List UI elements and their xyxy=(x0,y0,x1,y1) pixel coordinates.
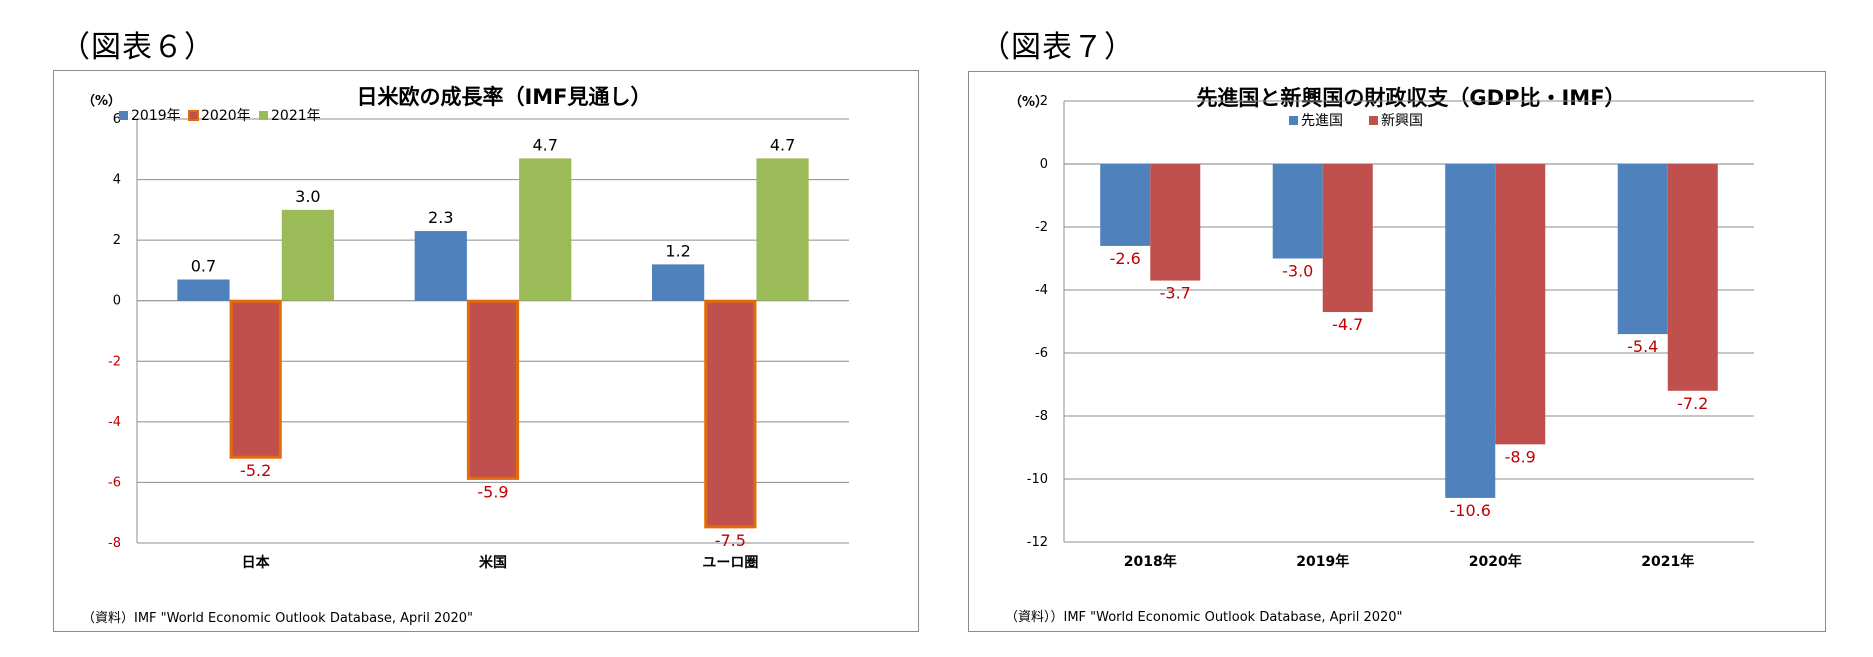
chart-title: 先進国と新興国の財政収支（GDP比・IMF） xyxy=(1196,86,1625,110)
data-label: 1.2 xyxy=(665,241,690,260)
category-label: 2021年 xyxy=(1641,553,1694,570)
growth-rate-chart-svg: 日米欧の成長率（IMF見通し） （%） （資料）IMF "World Econo… xyxy=(82,85,849,626)
data-label: -5.4 xyxy=(1627,337,1658,356)
y-tick-label: -2 xyxy=(108,354,121,369)
legend-swatch xyxy=(259,111,268,120)
data-label: -8.9 xyxy=(1505,447,1536,466)
y-tick-label: -6 xyxy=(1035,346,1048,361)
category-label: ユーロ圏 xyxy=(702,555,758,571)
data-label: -2.6 xyxy=(1110,249,1141,268)
data-label: -3.0 xyxy=(1282,262,1313,281)
legend-label: 2021年 xyxy=(271,108,321,124)
y-tick-label: -10 xyxy=(1027,472,1048,487)
bar xyxy=(1150,164,1201,281)
bar xyxy=(466,299,520,480)
bar xyxy=(1667,164,1718,391)
category-label: 米国 xyxy=(479,554,507,571)
bar xyxy=(704,299,757,529)
fiscal-balance-chart-svg: 先進国と新興国の財政収支（GDP比・IMF） （%） （資料））IMF "Wor… xyxy=(1005,86,1754,625)
figure-7-caption: （図表７） xyxy=(980,30,1135,65)
bar xyxy=(756,158,809,301)
legend-swatch xyxy=(188,110,199,121)
source-note: （資料）IMF "World Economic Outlook Database… xyxy=(82,611,473,626)
growth-rate-chart: 日米欧の成長率（IMF見通し） （%） （資料）IMF "World Econo… xyxy=(53,70,919,632)
data-label: 4.7 xyxy=(770,135,795,154)
bar xyxy=(1322,164,1373,313)
data-label: -7.2 xyxy=(1677,394,1708,413)
data-label: 2.3 xyxy=(428,208,453,227)
bar xyxy=(519,158,572,301)
legend-swatch xyxy=(1289,116,1298,125)
fiscal-balance-chart: 先進国と新興国の財政収支（GDP比・IMF） （%） （資料））IMF "Wor… xyxy=(968,71,1826,632)
data-label: 4.7 xyxy=(532,135,557,154)
chart-title: 日米欧の成長率（IMF見通し） xyxy=(356,85,651,109)
data-label: -5.2 xyxy=(240,461,271,480)
bar xyxy=(1272,164,1323,259)
legend-label: 先進国 xyxy=(1301,113,1343,129)
bar xyxy=(652,264,705,301)
y-tick-label: -4 xyxy=(108,415,121,430)
category-label: 2018年 xyxy=(1124,553,1177,570)
legend-label: 2019年 xyxy=(131,108,181,124)
data-label: -3.7 xyxy=(1160,284,1191,303)
figure-6-caption: （図表６） xyxy=(60,30,215,65)
y-tick-label: 6 xyxy=(113,112,121,127)
y-tick-label: -8 xyxy=(108,536,121,551)
legend-swatch xyxy=(119,111,128,120)
y-tick-label: -2 xyxy=(1035,220,1048,235)
bar xyxy=(414,231,467,301)
bar xyxy=(281,209,334,301)
category-label: 2020年 xyxy=(1469,553,1522,570)
data-label: 0.7 xyxy=(191,257,216,276)
category-label: 日本 xyxy=(242,554,271,571)
bar xyxy=(1617,164,1668,335)
y-axis-unit: （%） xyxy=(1009,94,1048,110)
legend-label: 新興国 xyxy=(1381,113,1423,129)
y-tick-label: -8 xyxy=(1035,409,1048,424)
bar xyxy=(177,279,230,301)
bar xyxy=(229,299,282,459)
category-label: 2019年 xyxy=(1296,553,1349,570)
data-label: -10.6 xyxy=(1450,501,1491,520)
bar xyxy=(1100,164,1151,246)
legend-label: 2020年 xyxy=(201,108,251,124)
y-tick-label: 0 xyxy=(1040,157,1048,172)
y-axis-unit: （%） xyxy=(82,93,121,109)
bar xyxy=(1445,164,1496,498)
y-tick-label: -4 xyxy=(1035,283,1048,298)
y-tick-label: -12 xyxy=(1027,535,1048,550)
data-label: -5.9 xyxy=(477,482,508,501)
y-tick-label: 0 xyxy=(113,294,121,309)
data-label: -7.5 xyxy=(715,531,746,550)
legend-swatch xyxy=(1369,116,1378,125)
y-tick-label: 2 xyxy=(113,233,121,248)
y-tick-label: -6 xyxy=(108,475,121,490)
data-label: -4.7 xyxy=(1332,315,1363,334)
source-note: （資料））IMF "World Economic Outlook Databas… xyxy=(1005,610,1403,625)
y-tick-label: 2 xyxy=(1040,94,1048,109)
data-label: 3.0 xyxy=(295,187,320,206)
bar xyxy=(1495,164,1546,445)
y-tick-label: 4 xyxy=(113,173,121,188)
